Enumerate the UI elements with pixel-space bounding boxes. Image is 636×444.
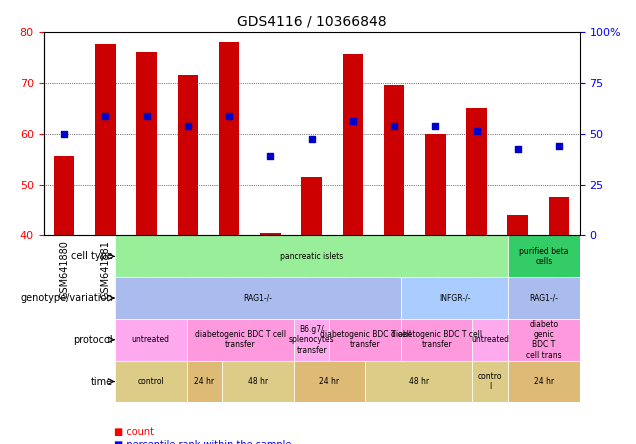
Text: cell type: cell type	[71, 251, 113, 262]
Text: 48 hr: 48 hr	[409, 377, 429, 386]
Text: diabetogenic BDC T cell
transfer: diabetogenic BDC T cell transfer	[320, 330, 411, 349]
Text: pancreatic islets: pancreatic islets	[280, 252, 343, 261]
Point	[224, 112, 234, 119]
FancyBboxPatch shape	[186, 319, 294, 361]
FancyBboxPatch shape	[294, 361, 365, 402]
Point	[554, 143, 564, 150]
Point	[142, 112, 152, 119]
FancyBboxPatch shape	[365, 361, 473, 402]
Point	[265, 153, 275, 160]
Text: untreated: untreated	[132, 335, 170, 344]
Bar	[54, 156, 74, 235]
Point	[471, 127, 481, 135]
Text: diabeto
genic
BDC T
cell trans: diabeto genic BDC T cell trans	[526, 320, 562, 360]
FancyBboxPatch shape	[329, 319, 401, 361]
FancyBboxPatch shape	[473, 361, 508, 402]
FancyBboxPatch shape	[508, 319, 579, 361]
Point	[183, 123, 193, 130]
Text: protocol: protocol	[74, 335, 113, 345]
Text: 24 hr: 24 hr	[534, 377, 554, 386]
Bar	[549, 197, 569, 235]
Text: diabetogenic BDC T cell
transfer: diabetogenic BDC T cell transfer	[195, 330, 286, 349]
Text: INFGR-/-: INFGR-/-	[439, 293, 470, 302]
FancyBboxPatch shape	[115, 361, 186, 402]
Bar	[425, 134, 446, 235]
Text: 48 hr: 48 hr	[248, 377, 268, 386]
FancyBboxPatch shape	[115, 319, 186, 361]
Point	[389, 123, 399, 130]
Text: control: control	[137, 377, 164, 386]
Point	[307, 135, 317, 142]
Text: genotype/variation: genotype/variation	[20, 293, 113, 303]
Text: untreated: untreated	[471, 335, 509, 344]
Point	[430, 123, 440, 130]
FancyBboxPatch shape	[508, 361, 579, 402]
FancyBboxPatch shape	[401, 319, 473, 361]
Text: purified beta
cells: purified beta cells	[519, 247, 569, 266]
FancyBboxPatch shape	[401, 277, 508, 319]
Bar	[95, 44, 116, 235]
Bar	[177, 75, 198, 235]
Bar	[301, 177, 322, 235]
Text: RAG1-/-: RAG1-/-	[244, 293, 272, 302]
Text: 24 hr: 24 hr	[319, 377, 340, 386]
FancyBboxPatch shape	[186, 361, 222, 402]
Text: time: time	[91, 377, 113, 387]
FancyBboxPatch shape	[294, 319, 329, 361]
Bar	[508, 215, 528, 235]
FancyBboxPatch shape	[115, 277, 401, 319]
Point	[100, 112, 111, 119]
Bar	[219, 42, 239, 235]
FancyBboxPatch shape	[115, 235, 508, 277]
Text: 24 hr: 24 hr	[195, 377, 214, 386]
Bar	[343, 55, 363, 235]
FancyBboxPatch shape	[473, 319, 508, 361]
Point	[513, 145, 523, 152]
FancyBboxPatch shape	[508, 235, 579, 277]
Text: ■ count: ■ count	[114, 427, 155, 437]
Title: GDS4116 / 10366848: GDS4116 / 10366848	[237, 15, 387, 29]
Point	[59, 130, 69, 137]
Text: ■ percentile rank within the sample: ■ percentile rank within the sample	[114, 440, 292, 444]
Bar	[384, 85, 404, 235]
Point	[348, 117, 358, 124]
Bar	[260, 233, 280, 235]
FancyBboxPatch shape	[508, 277, 579, 319]
Text: RAG1-/-: RAG1-/-	[529, 293, 558, 302]
Text: contro
l: contro l	[478, 372, 502, 391]
Bar	[136, 52, 157, 235]
FancyBboxPatch shape	[222, 361, 294, 402]
Text: B6.g7/
splenocytes
transfer: B6.g7/ splenocytes transfer	[289, 325, 335, 355]
Bar	[466, 108, 487, 235]
Text: diabetogenic BDC T cell
transfer: diabetogenic BDC T cell transfer	[391, 330, 482, 349]
